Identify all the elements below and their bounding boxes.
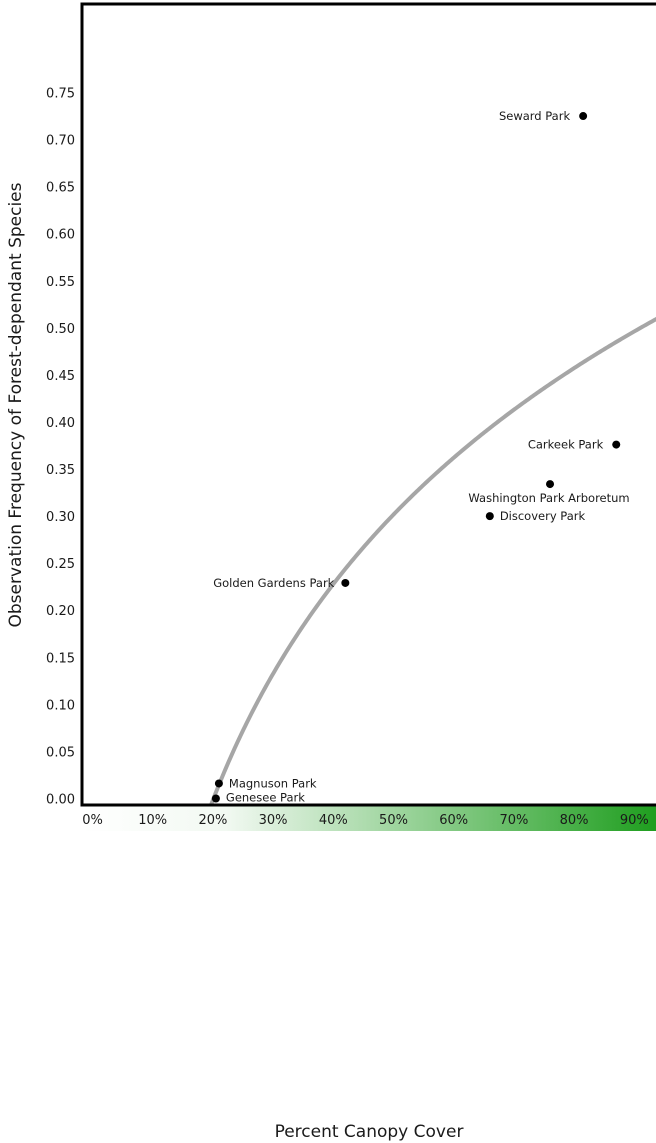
- data-point: [546, 480, 555, 489]
- x-tick-label: 60%: [439, 813, 468, 828]
- data-point: [612, 440, 621, 449]
- x-axis-gradient-band: [82, 806, 656, 831]
- data-point-label: Golden Gardens Park: [213, 576, 334, 590]
- x-axis-title: Percent Canopy Cover: [275, 1122, 464, 1142]
- y-tick-label: 0.00: [46, 793, 75, 808]
- data-point-label: Discovery Park: [500, 509, 586, 523]
- y-tick-label: 0.55: [46, 275, 75, 290]
- y-tick-label: 0.05: [46, 745, 75, 760]
- data-point: [211, 794, 220, 803]
- x-tick-label: 20%: [198, 813, 227, 828]
- x-tick-label: 50%: [379, 813, 408, 828]
- y-axis-title: Observation Frequency of Forest-dependan…: [6, 182, 26, 627]
- trend-line: [209, 316, 656, 804]
- y-tick-label: 0.10: [46, 698, 75, 713]
- y-tick-label: 0.75: [46, 87, 75, 102]
- x-tick-label: 0%: [82, 813, 103, 828]
- x-tick-label: 10%: [138, 813, 167, 828]
- y-tick-label: 0.20: [46, 604, 75, 619]
- y-tick-label: 0.40: [46, 416, 75, 431]
- y-tick-label: 0.50: [46, 322, 75, 337]
- data-point-label: Magnuson Park: [229, 776, 317, 790]
- x-tick-label: 40%: [319, 813, 348, 828]
- data-point-label: Washington Park Arboretum: [468, 491, 629, 505]
- y-tick-label: 0.65: [46, 181, 75, 196]
- y-tick-label: 0.15: [46, 651, 75, 666]
- x-tick-label: 70%: [499, 813, 528, 828]
- plot-frame: [80, 2, 656, 807]
- data-point: [579, 112, 588, 121]
- y-tick-label: 0.35: [46, 463, 75, 478]
- data-point: [214, 779, 223, 788]
- y-tick-label: 0.60: [46, 228, 75, 243]
- x-tick-label: 80%: [560, 813, 589, 828]
- y-tick-label: 0.30: [46, 510, 75, 525]
- data-point: [485, 512, 494, 521]
- data-point-label: Carkeek Park: [528, 438, 604, 452]
- x-tick-label: 30%: [259, 813, 288, 828]
- data-point-label: Seward Park: [499, 109, 571, 123]
- data-point-label: Genesee Park: [226, 791, 305, 805]
- y-tick-label: 0.70: [46, 134, 75, 149]
- data-point: [341, 578, 350, 587]
- x-tick-label: 90%: [620, 813, 649, 828]
- y-tick-label: 0.45: [46, 369, 75, 384]
- y-tick-label: 0.25: [46, 557, 75, 572]
